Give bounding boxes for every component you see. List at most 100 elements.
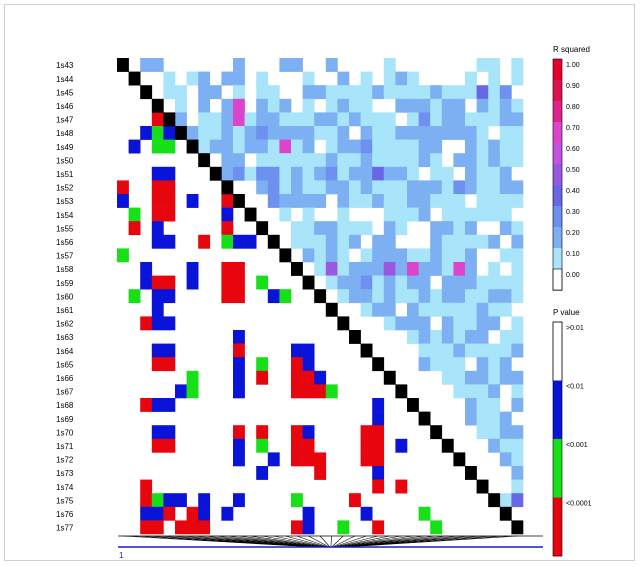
r-squared-cell — [441, 330, 454, 344]
r-squared-cell — [175, 98, 187, 113]
p-value-cell — [302, 357, 315, 372]
p-value-cell — [151, 180, 164, 195]
r-squared-cell — [209, 112, 222, 127]
r-squared-cell — [499, 194, 512, 208]
r-squared-cell — [511, 98, 524, 113]
diagonal-cell — [198, 153, 211, 168]
r-squared-cell — [349, 166, 361, 181]
diagonal-cell — [244, 207, 257, 222]
r-squared-cell — [430, 343, 443, 358]
r-squared-cell — [453, 357, 466, 372]
r-squared-cell — [325, 166, 338, 181]
r-squared-cell — [383, 180, 396, 195]
r-squared-cell — [151, 58, 164, 72]
diagonal-cell — [383, 370, 396, 385]
diagonal-cell — [360, 343, 373, 358]
r-squared-cell — [302, 194, 315, 208]
r-squared-cell — [267, 153, 280, 168]
p-value-cell — [151, 289, 164, 304]
r-squared-cell — [476, 58, 489, 72]
p-value-cell — [128, 289, 141, 304]
marker-label-1s75: 1s75 — [56, 496, 74, 505]
r-squared-cell — [233, 139, 245, 154]
r-squared-cell — [337, 289, 350, 304]
p-value-legend-swatch — [552, 321, 563, 382]
r-squared-legend-label: 0.20 — [566, 230, 580, 237]
r-squared-cell — [511, 370, 524, 385]
p-value-cell — [325, 384, 338, 399]
p-value-cell — [221, 289, 234, 304]
p-value-cell — [314, 466, 327, 480]
r-squared-cell — [395, 275, 408, 290]
p-value-cell — [256, 466, 269, 480]
r-squared-cell — [302, 248, 315, 263]
r-squared-cell — [511, 275, 524, 290]
p-value-cell — [221, 262, 234, 276]
p-value-cell — [372, 520, 385, 535]
r-squared-cell — [430, 153, 443, 168]
position-connector — [261, 535, 326, 548]
r-squared-cell — [383, 58, 396, 72]
r-squared-cell — [233, 112, 245, 127]
r-squared-cell — [499, 438, 512, 453]
marker-label-1s54: 1s54 — [56, 211, 74, 220]
r-squared-cell — [476, 370, 489, 385]
r-squared-cell — [499, 302, 512, 317]
p-value-cell — [302, 384, 315, 399]
r-squared-cell — [511, 316, 524, 331]
p-value-cell — [186, 520, 199, 535]
diagonal-cell — [499, 506, 512, 521]
r-squared-cell — [198, 139, 211, 154]
r-squared-cell — [395, 85, 408, 100]
r-squared-legend-label: 0.00 — [566, 272, 580, 279]
r-squared-cell — [244, 112, 257, 127]
r-squared-cell — [372, 180, 385, 195]
r-squared-cell — [314, 126, 327, 140]
r-squared-cell — [279, 166, 292, 181]
p-value-cell — [163, 207, 176, 222]
r-squared-cell — [511, 126, 524, 140]
p-value-cell — [256, 370, 269, 385]
r-squared-cell — [395, 126, 408, 140]
r-squared-cell — [221, 139, 234, 154]
p-value-cell — [256, 438, 269, 453]
r-squared-cell — [453, 126, 466, 140]
r-squared-cell — [511, 58, 524, 72]
p-value-cell — [151, 126, 164, 140]
diagonal-cell — [314, 289, 327, 304]
p-value-cell — [151, 493, 164, 508]
r-squared-cell — [360, 98, 373, 113]
r-squared-cell — [441, 262, 454, 276]
p-value-cell — [233, 452, 245, 467]
r-squared-cell — [337, 275, 350, 290]
r-squared-cell — [430, 234, 443, 249]
r-squared-cell — [360, 275, 373, 290]
r-squared-cell — [407, 98, 419, 113]
p-value-cell — [140, 398, 153, 412]
p-value-cell — [302, 425, 315, 440]
r-squared-legend-label: 0.10 — [566, 251, 580, 258]
r-squared-cell — [511, 139, 524, 154]
r-squared-cell — [279, 153, 292, 168]
r-squared-cell — [279, 139, 292, 154]
r-squared-cell — [511, 153, 524, 168]
diagonal-cell — [291, 262, 303, 276]
r-squared-cell — [453, 180, 466, 195]
r-squared-cell — [337, 71, 350, 86]
p-value-cell — [221, 506, 234, 521]
p-value-cell — [372, 398, 385, 412]
r-squared-cell — [407, 139, 419, 154]
r-squared-cell — [453, 384, 466, 399]
r-squared-cell — [372, 194, 385, 208]
r-squared-cell — [488, 166, 501, 181]
r-squared-cell — [418, 330, 431, 344]
marker-label-1s51: 1s51 — [56, 170, 74, 179]
r-squared-cell — [279, 58, 292, 72]
r-squared-cell — [360, 85, 373, 100]
r-squared-cell — [476, 330, 489, 344]
r-squared-cell — [337, 85, 350, 100]
r-squared-cell — [209, 126, 222, 140]
r-squared-cell — [511, 262, 524, 276]
r-squared-cell — [302, 71, 315, 86]
p-value-cell — [233, 357, 245, 372]
